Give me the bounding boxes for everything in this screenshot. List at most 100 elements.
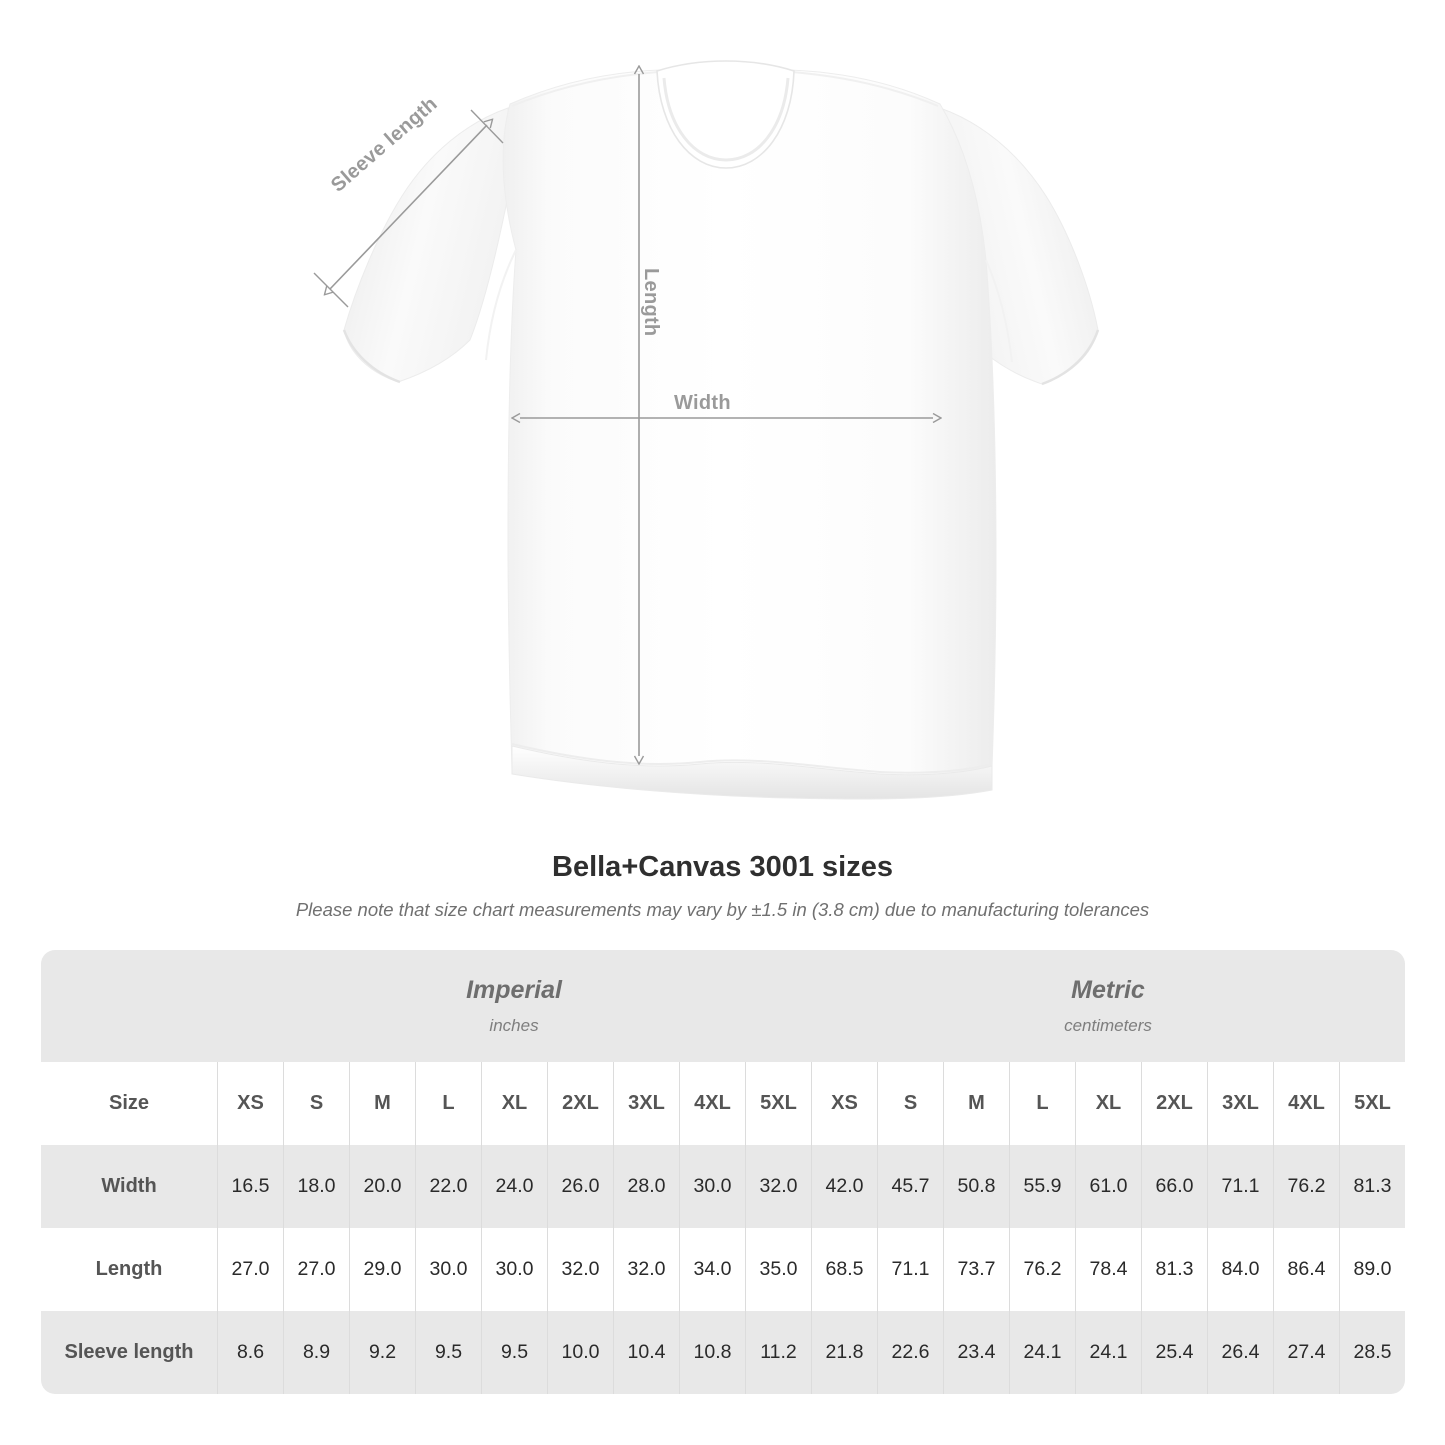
unit-system-band: Imperial inches Metric centimeters — [41, 950, 1405, 1062]
column-header-metric-5xl: 5XL — [1339, 1062, 1405, 1145]
shirt-collar-inner — [662, 77, 790, 162]
table-cell: 55.9 — [1009, 1145, 1075, 1228]
sleeve-dimension-cap-upper — [470, 109, 504, 144]
column-header-metric-3xl: 3XL — [1207, 1062, 1273, 1145]
column-header-metric-4xl: 4XL — [1273, 1062, 1339, 1145]
table-cell: 16.5 — [217, 1145, 283, 1228]
table-cell: 27.0 — [217, 1228, 283, 1311]
table-cell: 26.0 — [547, 1145, 613, 1228]
shirt-shoulder-seam-right — [791, 71, 939, 107]
table-cell: 30.0 — [679, 1145, 745, 1228]
table-cell: 89.0 — [1339, 1228, 1405, 1311]
size-table-body: Size XS S M L XL 2XL 3XL 4XL 5XL XS S M L XL 2XL 3XL 4XL 5… — [41, 1062, 1405, 1394]
row-label-width: Width — [101, 1175, 157, 1197]
table-cell: 68.5 — [811, 1228, 877, 1311]
shirt-body — [502, 69, 997, 790]
table-cell: 24.0 — [481, 1145, 547, 1228]
table-cell: 86.4 — [1273, 1228, 1339, 1311]
metric-subtitle: centimeters — [1064, 1016, 1152, 1035]
column-header-metric-xs: XS — [811, 1062, 877, 1145]
unit-group-imperial: Imperial inches — [217, 950, 811, 1062]
imperial-title: Imperial — [466, 976, 562, 1004]
table-cell: 24.1 — [1009, 1311, 1075, 1394]
page-title: Bella+Canvas 3001 sizes — [552, 851, 893, 883]
table-cell: 26.4 — [1207, 1311, 1273, 1394]
column-header-imperial-4xl: 4XL — [679, 1062, 745, 1145]
column-header-metric-2xl: 2XL — [1141, 1062, 1207, 1145]
table-header-size-label: Size — [108, 1092, 150, 1114]
table-cell: 66.0 — [1141, 1145, 1207, 1228]
table-cell: 32.0 — [745, 1145, 811, 1228]
table-cell: 11.2 — [745, 1311, 811, 1394]
column-header-metric-l: L — [1009, 1062, 1075, 1145]
table-cell: 81.3 — [1141, 1228, 1207, 1311]
table-cell: 22.6 — [877, 1311, 943, 1394]
table-cell: 42.0 — [811, 1145, 877, 1228]
length-label: Length — [640, 268, 662, 337]
imperial-subtitle: inches — [489, 1016, 539, 1035]
shirt-collar — [656, 60, 795, 169]
table-cell: 76.2 — [1009, 1228, 1075, 1311]
width-label: Width — [674, 392, 731, 414]
table-cell: 27.0 — [283, 1228, 349, 1311]
table-cell: 32.0 — [547, 1228, 613, 1311]
table-cell: 8.6 — [217, 1311, 283, 1394]
column-header-imperial-s: S — [283, 1062, 349, 1145]
column-header-imperial-5xl: 5XL — [745, 1062, 811, 1145]
sleeve-dimension-cap-lower — [313, 272, 349, 308]
table-cell: 32.0 — [613, 1228, 679, 1311]
unit-band-spacer — [41, 950, 217, 1062]
table-cell: 71.1 — [877, 1228, 943, 1311]
column-header-imperial-xs: XS — [217, 1062, 283, 1145]
tolerance-note: Please note that size chart measurements… — [295, 899, 1150, 920]
table-cell: 84.0 — [1207, 1228, 1273, 1311]
table-cell: 24.1 — [1075, 1311, 1141, 1394]
column-header-imperial-3xl: 3XL — [613, 1062, 679, 1145]
column-header-imperial-2xl: 2XL — [547, 1062, 613, 1145]
table-cell: 28.5 — [1339, 1311, 1405, 1394]
table-cell: 61.0 — [1075, 1145, 1141, 1228]
shirt-diagram-panel: Sleeve length Length Width — [313, 60, 1100, 800]
table-cell: 45.7 — [877, 1145, 943, 1228]
table-row: Width 16.5 18.0 20.0 22.0 24.0 26.0 28.0 30.0 32.… — [41, 1145, 1405, 1228]
shirt-right-cuff — [1041, 329, 1100, 386]
metric-title: Metric — [1071, 976, 1145, 1004]
table-cell: 25.4 — [1141, 1311, 1207, 1394]
table-row: Sleeve length 8.6 8.9 9.2 9.5 9.5 10.0 10.4 10.8… — [41, 1311, 1405, 1394]
column-header-imperial-l: L — [415, 1062, 481, 1145]
column-header-metric-m: M — [943, 1062, 1009, 1145]
table-cell: 28.0 — [613, 1145, 679, 1228]
table-cell: 20.0 — [349, 1145, 415, 1228]
table-cell: 76.2 — [1273, 1145, 1339, 1228]
table-cell: 9.5 — [481, 1311, 547, 1394]
table-cell: 23.4 — [943, 1311, 1009, 1394]
table-header-row: Size XS S M L XL 2XL 3XL 4XL 5XL XS S M L XL 2XL 3XL 4XL 5… — [41, 1062, 1405, 1145]
table-cell: 10.8 — [679, 1311, 745, 1394]
column-header-metric-xl: XL — [1075, 1062, 1141, 1145]
table-cell: 50.8 — [943, 1145, 1009, 1228]
shirt-right-underarm-crease — [985, 259, 1013, 363]
column-header-imperial-xl: XL — [481, 1062, 547, 1145]
shirt-illustration — [313, 60, 1100, 800]
shirt-left-underarm-crease — [485, 249, 517, 361]
table-cell: 78.4 — [1075, 1228, 1141, 1311]
table-cell: 81.3 — [1339, 1145, 1405, 1228]
table-cell: 10.4 — [613, 1311, 679, 1394]
table-cell: 9.5 — [415, 1311, 481, 1394]
table-cell: 30.0 — [481, 1228, 547, 1311]
table-cell: 10.0 — [547, 1311, 613, 1394]
column-header-imperial-m: M — [349, 1062, 415, 1145]
table-cell: 30.0 — [415, 1228, 481, 1311]
row-label-sleeve-length: Sleeve length — [64, 1341, 194, 1363]
table-cell: 29.0 — [349, 1228, 415, 1311]
table-cell: 35.0 — [745, 1228, 811, 1311]
unit-group-metric: Metric centimeters — [811, 950, 1405, 1062]
table-cell: 22.0 — [415, 1145, 481, 1228]
shirt-hem-stitch — [511, 743, 993, 774]
table-cell: 73.7 — [943, 1228, 1009, 1311]
size-chart-table: Imperial inches Metric centimeters Size X… — [41, 950, 1405, 1394]
table-cell: 9.2 — [349, 1311, 415, 1394]
table-cell: 18.0 — [283, 1145, 349, 1228]
table-cell: 21.8 — [811, 1311, 877, 1394]
table-cell: 27.4 — [1273, 1311, 1339, 1394]
